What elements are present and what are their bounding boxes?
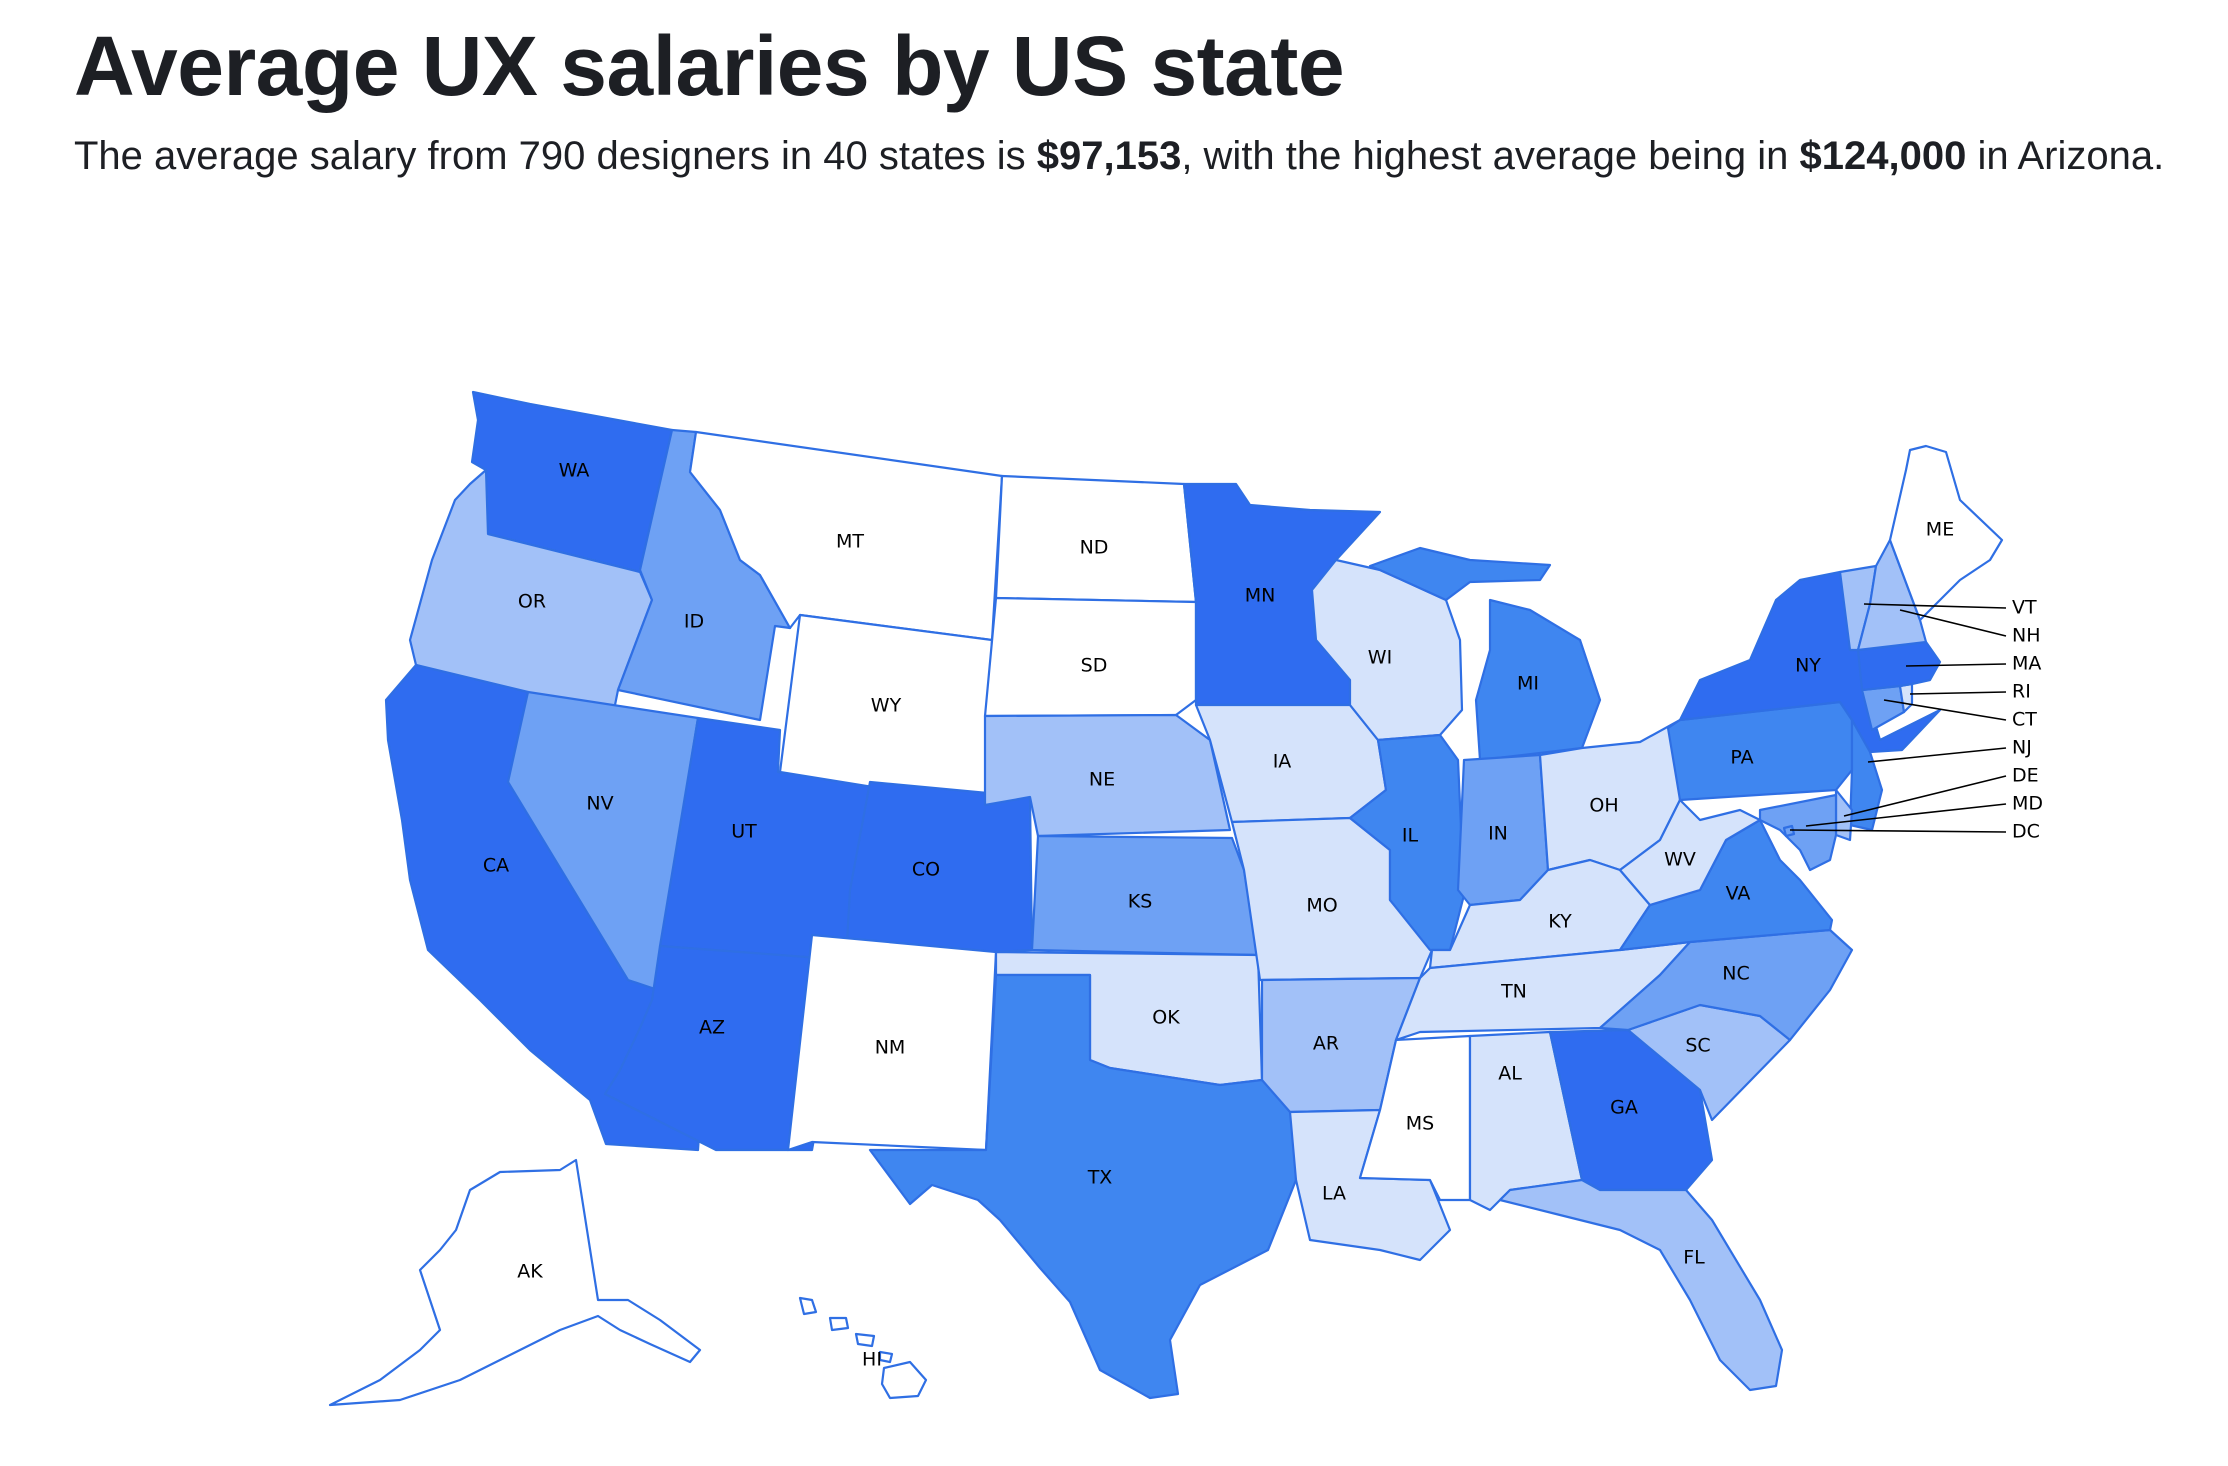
state-il[interactable]	[1348, 733, 1466, 952]
leader-line-ma	[1905, 663, 2007, 667]
subtitle-text-2: , with the highest average being in	[1181, 134, 1800, 178]
state-in[interactable]	[1456, 753, 1550, 907]
state-wi[interactable]	[1310, 558, 1464, 742]
state-ks[interactable]	[1030, 834, 1260, 957]
state-md[interactable]	[1758, 793, 1838, 872]
subtitle: The average salary from 790 designers in…	[74, 130, 2164, 182]
subtitle-text-1: The average salary from 790 designers in…	[74, 134, 1037, 178]
state-label-md: MD	[2012, 793, 2043, 815]
leader-line-nh	[1899, 609, 2007, 637]
state-label-ma: MA	[2012, 653, 2041, 675]
state-ne[interactable]	[983, 713, 1232, 838]
state-fl[interactable]	[1498, 1178, 1784, 1392]
state-dc[interactable]	[1782, 824, 1796, 838]
state-ak[interactable]	[328, 1158, 702, 1407]
state-label-nj: NJ	[2012, 737, 2032, 759]
state-ma[interactable]	[1856, 640, 1942, 692]
leader-line-ri	[1909, 691, 2007, 695]
state-label-vt: VT	[2012, 597, 2037, 619]
state-shapes	[328, 390, 2004, 1407]
subtitle-text-4: .	[2153, 134, 2165, 178]
state-nc[interactable]	[1598, 928, 1854, 1042]
leader-line-vt	[1863, 603, 2007, 609]
callouts: VT NH MA RI CT NJ DE MD DC	[1789, 597, 2043, 843]
state-hi[interactable]	[798, 1296, 928, 1400]
state-nd[interactable]	[994, 474, 1198, 604]
leader-line-ct	[1883, 699, 2007, 721]
subtitle-text-3: in	[1966, 134, 2018, 178]
leader-line-de	[1843, 775, 2007, 817]
state-label-ri: RI	[2012, 681, 2031, 703]
state-label-ct: CT	[2012, 709, 2037, 731]
state-me[interactable]	[1888, 444, 2004, 622]
state-nm[interactable]	[786, 933, 998, 1152]
page-title: Average UX salaries by US state	[74, 19, 1345, 113]
state-tx[interactable]	[868, 973, 1298, 1400]
state-wv[interactable]	[1618, 798, 1762, 907]
state-label-dc: DC	[2012, 821, 2040, 843]
average-salary-value: $97,153	[1036, 134, 1182, 178]
state-label-de: DE	[2012, 765, 2039, 787]
leader-line-nj	[1867, 747, 2007, 763]
leader-line-dc	[1789, 829, 2007, 833]
state-co[interactable]	[844, 780, 1034, 962]
state-label-nh: NH	[2012, 625, 2041, 647]
highest-state-name: Arizona	[2017, 134, 2154, 178]
highest-salary-value: $124,000	[1799, 134, 1967, 178]
state-wy[interactable]	[778, 613, 994, 807]
state-sd[interactable]	[983, 596, 1198, 718]
leader-line-md	[1805, 803, 2007, 827]
